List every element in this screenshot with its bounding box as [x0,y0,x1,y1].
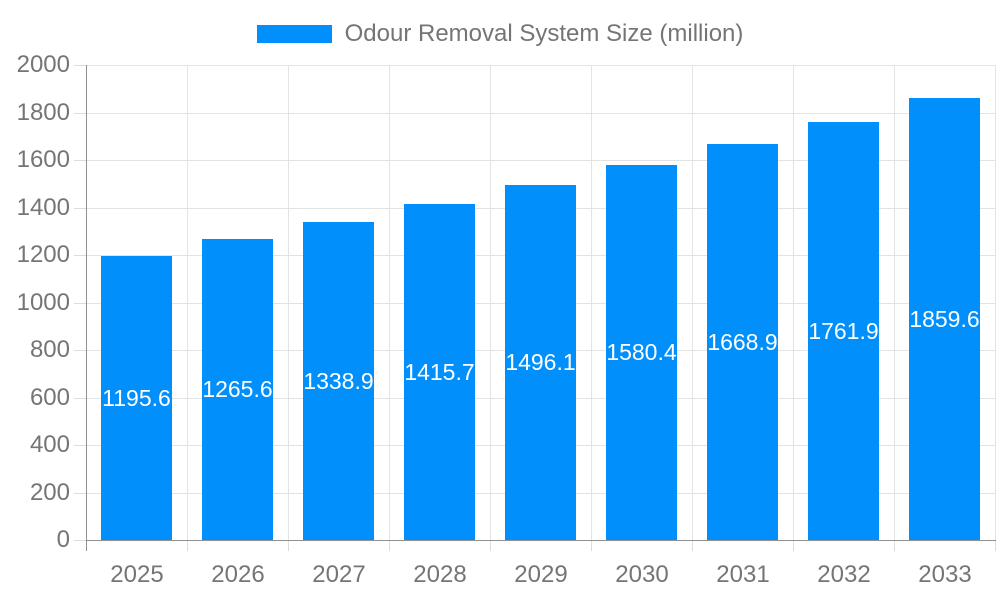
y-axis-tick [74,398,86,399]
bar-value-label: 1265.6 [202,376,273,402]
bar: 1580.4 [606,165,677,540]
x-axis-tick [389,541,390,551]
gridline-horizontal [87,160,995,161]
x-axis-tick [591,541,592,551]
x-tick-label: 2033 [918,561,972,588]
x-axis-tick [692,541,693,551]
y-axis-tick [74,350,86,351]
y-tick-label: 0 [56,526,70,553]
bar-value-label: 1668.9 [707,328,778,355]
x-axis-tick [995,541,996,551]
y-axis-tick [74,493,86,494]
x-tick-label: 2030 [615,561,669,588]
bar-value-label: 1496.1 [505,349,576,375]
y-axis-tick [74,540,86,541]
x-tick-label: 2026 [211,561,265,588]
x-axis-tick [793,541,794,551]
x-tick-label: 2031 [716,561,770,588]
y-axis-line [86,65,87,551]
x-tick-label: 2032 [817,561,871,588]
y-tick-label: 200 [29,479,70,506]
x-axis-tick [288,541,289,551]
gridline-vertical [995,65,996,540]
gridline-vertical [894,65,895,540]
bar-value-label: 1580.4 [606,339,677,365]
y-tick-label: 600 [29,384,70,411]
gridline-vertical [490,65,491,540]
x-tick-label: 2028 [413,561,467,588]
gridline-vertical [591,65,592,540]
legend-label: Odour Removal System Size (million) [344,20,744,47]
gridline-vertical [288,65,289,540]
x-axis-tick [894,541,895,551]
gridline-vertical [389,65,390,540]
gridline-vertical [692,65,693,540]
y-axis-tick [74,303,86,304]
bar: 1496.1 [505,185,576,540]
x-axis-tick [490,541,491,551]
bar-value-label: 1859.6 [909,305,980,332]
bar: 1761.9 [808,122,879,540]
bar-value-label: 1761.9 [808,317,879,344]
y-tick-label: 1600 [16,146,70,173]
bar: 1668.9 [707,144,778,540]
x-axis-line [86,540,996,541]
x-tick-label: 2029 [514,561,568,588]
bar: 1338.9 [303,222,374,540]
gridline-vertical [793,65,794,540]
x-tick-label: 2025 [110,561,164,588]
bar: 1415.7 [404,204,475,540]
bar-value-label: 1195.6 [102,384,171,411]
bar: 1265.6 [202,239,273,540]
gridline-vertical [187,65,188,540]
y-axis-tick [74,65,86,66]
x-tick-label: 2027 [312,561,366,588]
y-tick-label: 400 [29,431,70,458]
gridline-horizontal [87,113,995,114]
y-tick-label: 1800 [16,99,70,126]
y-axis-tick [74,113,86,114]
y-tick-label: 800 [29,336,70,363]
y-tick-label: 1200 [16,241,70,268]
bar-value-label: 1338.9 [303,367,374,394]
y-axis-tick [74,445,86,446]
legend: Odour Removal System Size (million) [0,18,1000,50]
x-axis-tick [187,541,188,551]
y-axis-tick [74,160,86,161]
gridline-horizontal [87,65,995,66]
bar: 1859.6 [909,98,980,540]
y-axis-tick [74,208,86,209]
legend-swatch [256,25,332,43]
y-tick-label: 1000 [16,289,70,316]
bar-value-label: 1415.7 [404,358,475,385]
y-axis-tick [74,255,86,256]
bar: 1195.6 [101,256,172,540]
y-tick-label: 2000 [16,51,70,78]
y-tick-label: 1400 [16,194,70,221]
